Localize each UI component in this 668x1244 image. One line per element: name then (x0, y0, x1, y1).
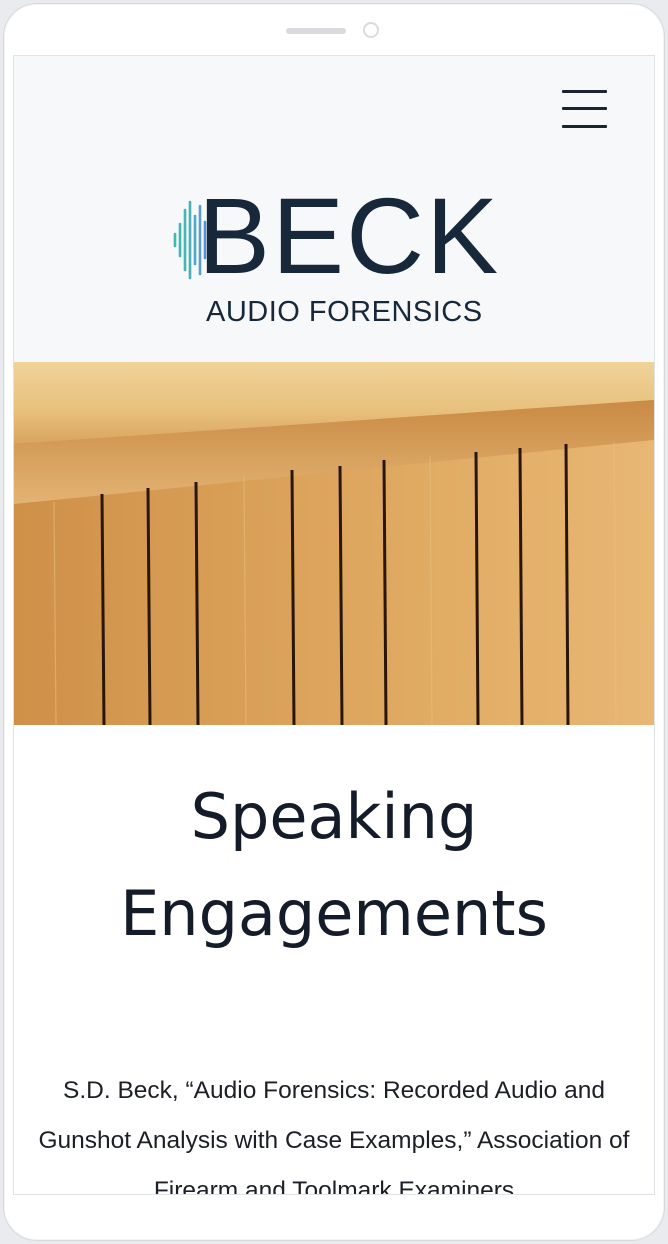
page-title: Speaking Engagements (120, 780, 548, 950)
engagement-entry: S.D. Beck, “Audio Forensics: Recorded Au… (38, 1076, 630, 1195)
menu-bar (562, 107, 607, 110)
sound-wave-icon (173, 200, 217, 280)
screen: BECK AUDIO FORENSICS (13, 55, 655, 1195)
beck-logo[interactable]: BECK AUDIO FORENSICS (170, 182, 500, 328)
logo-wordmark: BECK (198, 175, 501, 296)
hero-image (14, 362, 654, 725)
phone-speaker (286, 28, 346, 34)
hamburger-menu-icon[interactable] (562, 88, 608, 130)
menu-bar (562, 125, 607, 128)
phone-camera (363, 22, 379, 38)
site-header: BECK AUDIO FORENSICS (14, 56, 654, 362)
logo-tagline: AUDIO FORENSICS (206, 296, 483, 328)
menu-bar (562, 90, 607, 93)
phone-frame: BECK AUDIO FORENSICS (3, 3, 665, 1241)
